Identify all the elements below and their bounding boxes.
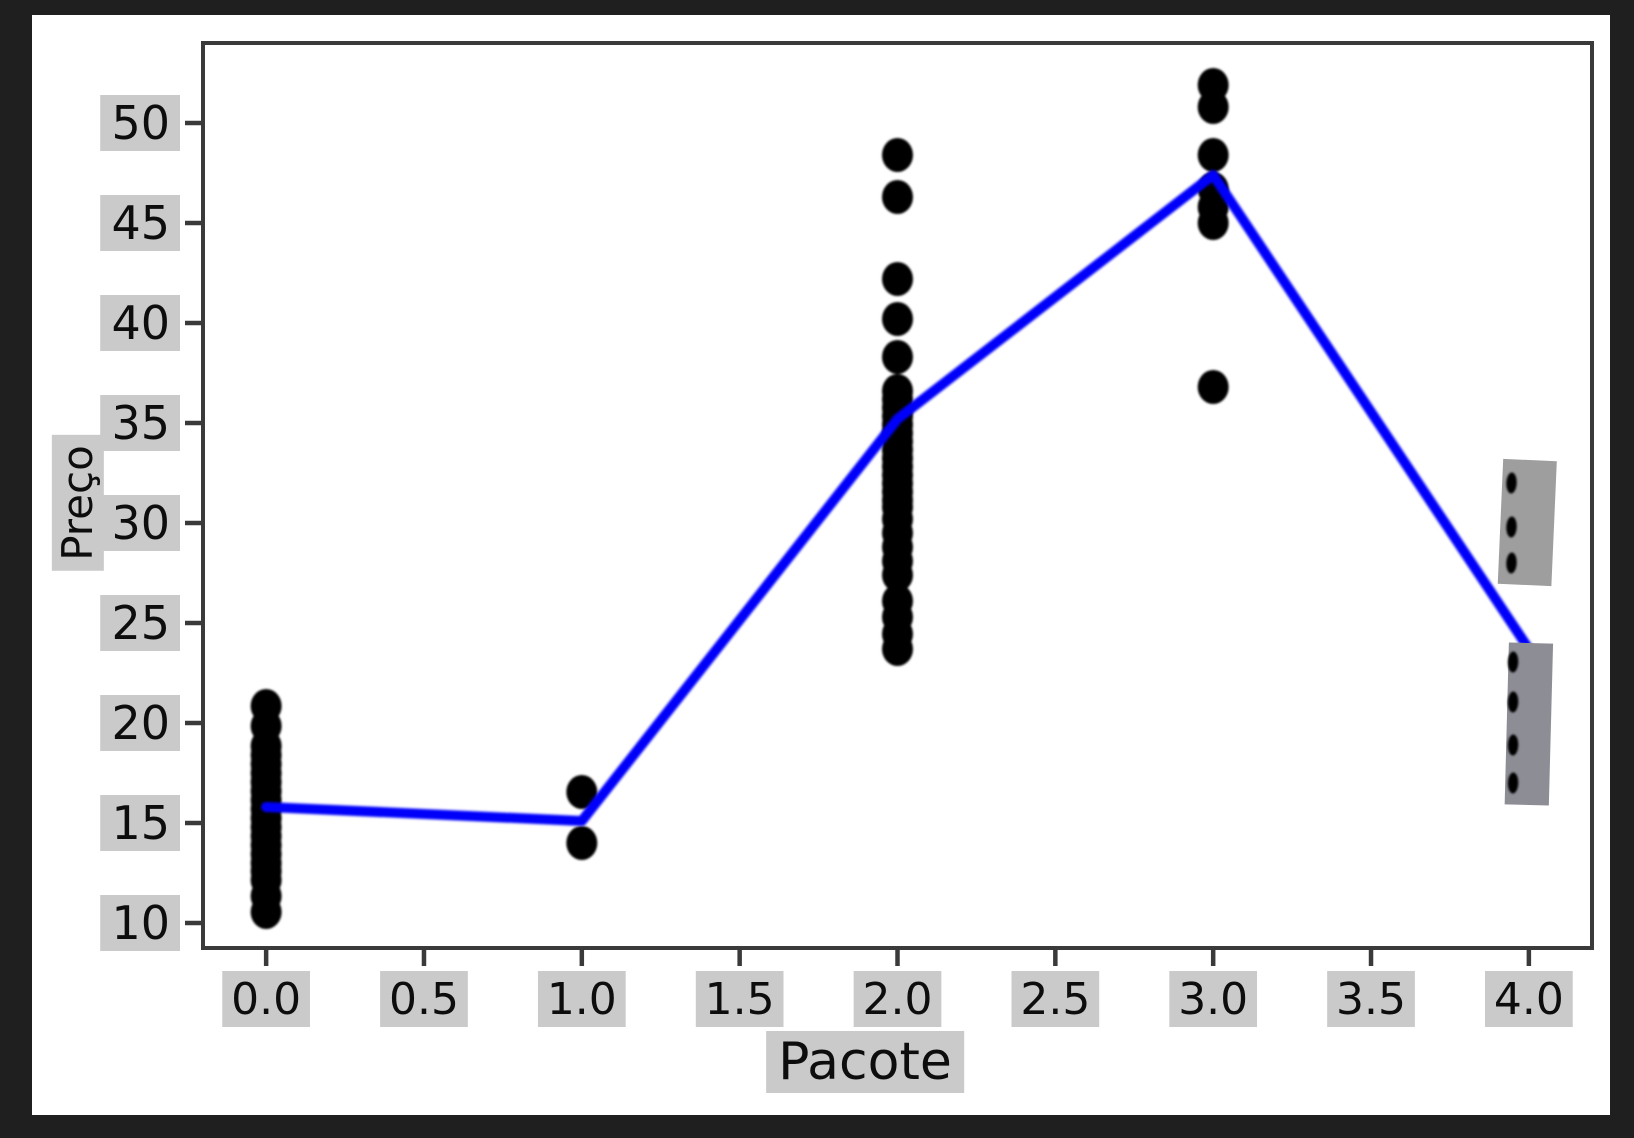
y-axis-ticks: 10 15 20 25 30 35 40 45 50 <box>100 95 203 951</box>
mean-line <box>261 170 1534 826</box>
x-tick-label: 3.5 <box>1336 974 1406 1025</box>
scatter-cluster-x1 <box>566 775 598 860</box>
y-tick-label: 35 <box>111 396 170 450</box>
y-tick-label: 20 <box>111 696 170 750</box>
x-axis-title-text: Pacote <box>766 1031 964 1094</box>
y-tick-label: 15 <box>111 796 170 850</box>
y-axis-title-text: Preço <box>51 435 105 571</box>
x-tick-label: 0.0 <box>231 974 301 1025</box>
x-tick-label: 1.5 <box>705 974 775 1025</box>
x-axis-ticks: 0.0 0.5 1.0 1.5 2.0 2.5 3.0 3.5 4.0 <box>222 948 1573 1027</box>
y-tick-label: 45 <box>111 196 170 250</box>
y-tick-label: 25 <box>111 596 170 650</box>
x-tick-label: 1.0 <box>547 974 617 1025</box>
y-tick-label: 30 <box>111 496 170 550</box>
overlay-box-upper-visible-points <box>1506 472 1517 574</box>
x-tick-label: 3.0 <box>1178 974 1248 1025</box>
x-tick-label: 4.0 <box>1494 974 1564 1025</box>
scatter-cluster-x3 <box>1197 68 1229 404</box>
scatter-cluster-x0 <box>250 689 282 929</box>
overlay-box-lower <box>1504 642 1554 806</box>
overlay-box-lower-visible-points <box>1507 651 1519 794</box>
scatter-cluster-x2 <box>882 138 913 666</box>
y-tick-label: 10 <box>111 896 170 950</box>
x-tick-label: 2.5 <box>1020 974 1090 1025</box>
x-tick-label: 2.0 <box>863 974 933 1025</box>
x-tick-label: 0.5 <box>389 974 459 1025</box>
y-tick-label: 50 <box>111 96 170 150</box>
scatter-points <box>250 68 1229 929</box>
y-tick-label: 40 <box>111 296 170 350</box>
overlay-box-upper <box>1497 458 1557 587</box>
